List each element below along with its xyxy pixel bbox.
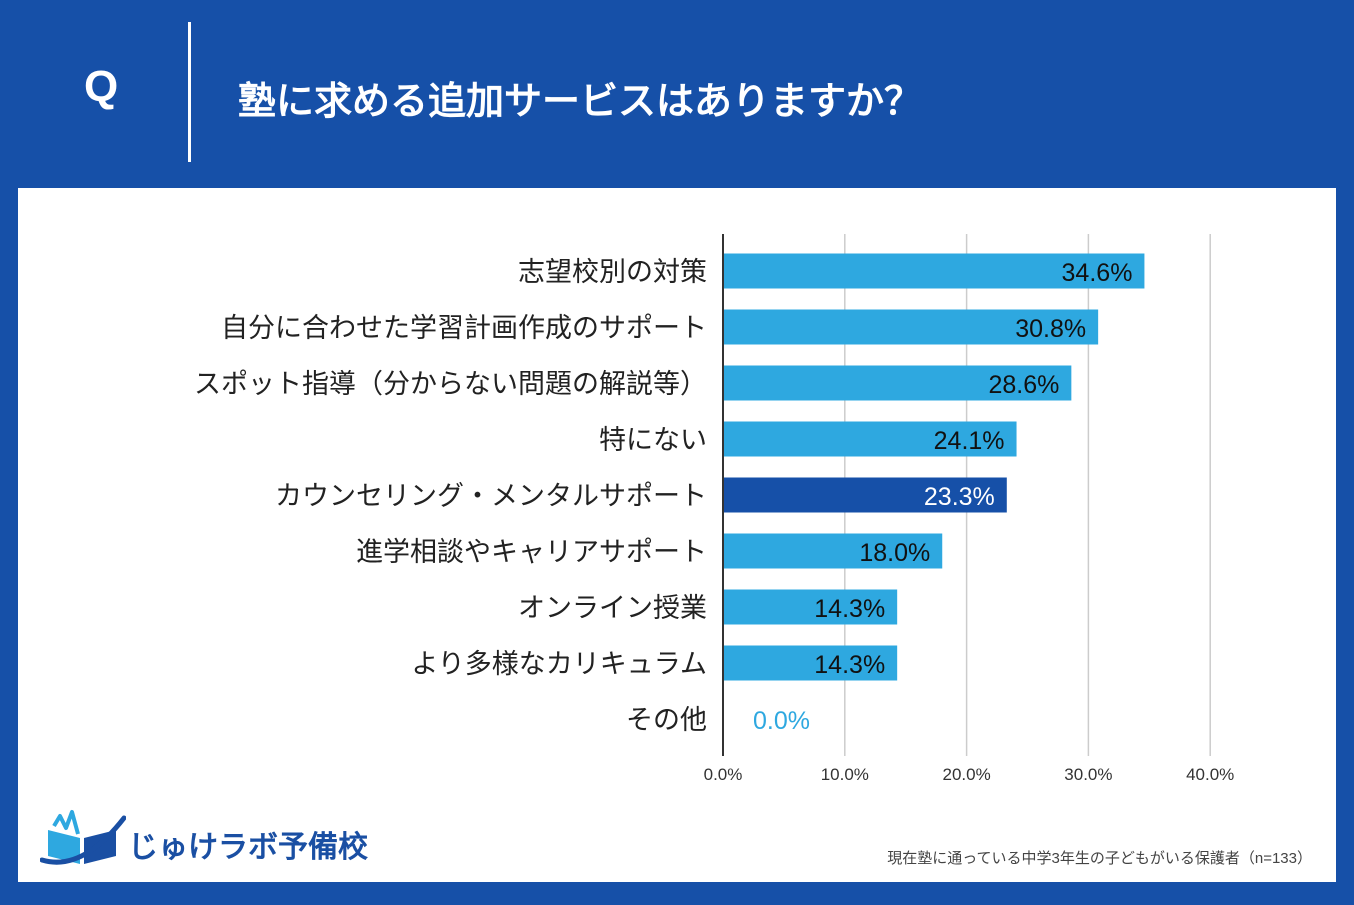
book-logo-icon: [40, 810, 126, 865]
sample-note: 現在塾に通っている中学3年生の子どもがいる保護者（n=133）: [887, 850, 1312, 867]
category-label: 志望校別の対策: [518, 257, 707, 288]
brand-logo: じゅけラボ予備校: [40, 808, 368, 870]
value-label: 14.3%: [814, 651, 885, 679]
value-label: 24.1%: [934, 427, 1005, 455]
x-tick-label: 20.0%: [942, 765, 990, 784]
x-tick-label: 0.0%: [704, 765, 743, 784]
category-label: その他: [626, 705, 707, 736]
category-label: オンライン授業: [518, 593, 707, 624]
chart-panel: 0.0% 10.0% 20.0% 30.0% 40.0% 志望校別の対策 34.6% 自分に合…: [18, 188, 1336, 882]
category-label: カウンセリング・メンタルサポート: [275, 481, 707, 512]
bar-chart: 0.0% 10.0% 20.0% 30.0% 40.0% 志望校別の対策 34.6% 自分に合…: [194, 234, 1234, 784]
bar: [723, 589, 898, 625]
value-label: 18.0%: [859, 539, 930, 567]
value-label: 28.6%: [988, 371, 1059, 399]
logo-text: じゅけラボ予備校: [128, 830, 368, 865]
category-label: スポット指導（分からない問題の解説等）: [194, 369, 707, 400]
bar: [723, 533, 943, 569]
bar: [723, 645, 898, 681]
category-label: 自分に合わせた学習計画作成のサポート: [221, 313, 707, 344]
question-label: Q: [84, 62, 119, 111]
value-label: 34.6%: [1062, 259, 1133, 287]
value-label: 23.3%: [924, 483, 995, 511]
question-title: 塾に求める追加サービスはありますか？: [238, 79, 923, 123]
x-tick-label: 10.0%: [821, 765, 869, 784]
value-label: 14.3%: [814, 595, 885, 623]
bar: [723, 477, 1007, 513]
value-label: 0.0%: [753, 707, 810, 735]
bar: [723, 365, 1072, 401]
bar: [723, 253, 1145, 289]
header-divider: [188, 22, 191, 162]
category-label: より多様なカリキュラム: [411, 649, 707, 680]
category-label: 進学相談やキャリアサポート: [356, 537, 707, 568]
category-label: 特にない: [599, 425, 707, 456]
x-tick-label: 30.0%: [1064, 765, 1112, 784]
value-label: 30.8%: [1015, 315, 1086, 343]
bar: [723, 421, 1017, 457]
bar: [723, 309, 1099, 345]
x-tick-label: 40.0%: [1186, 765, 1234, 784]
